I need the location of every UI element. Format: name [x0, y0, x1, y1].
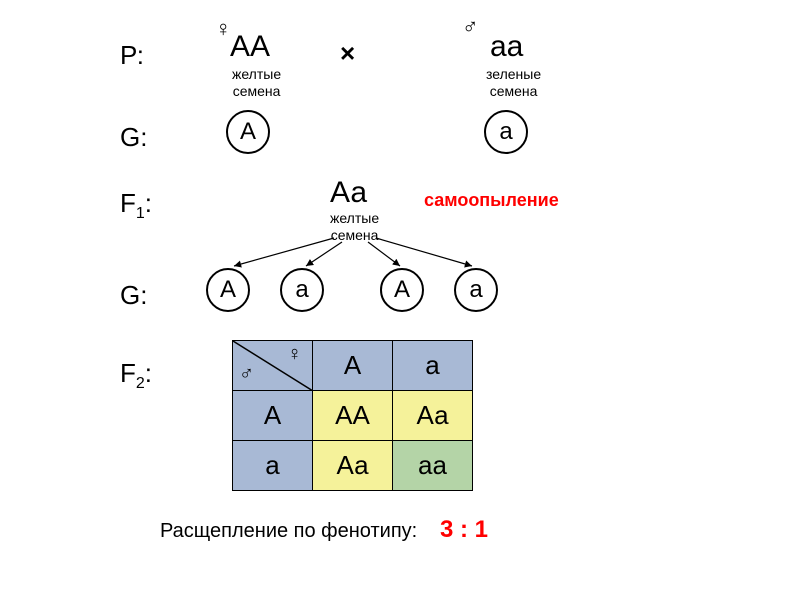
phenotype-ratio-value: 3 : 1: [440, 516, 488, 544]
f1-genotype: Аа: [330, 176, 367, 210]
punnett-row-header-1: а: [233, 441, 313, 491]
label-p: Р:: [120, 40, 144, 71]
phenotype-ratio-caption: Расщепление по фенотипу:: [160, 520, 417, 543]
f1-phenotype: желтыесемена: [330, 210, 379, 244]
gamete-f1-3: а: [454, 268, 498, 312]
label-f1: F1:: [120, 188, 152, 223]
parent-female-phenotype: желтыесемена: [232, 66, 281, 100]
punnett-cell-1-0: Аа: [313, 441, 393, 491]
punnett-col-header-0: А: [313, 341, 393, 391]
gamete-f1-0: А: [206, 268, 250, 312]
parent-male-phenotype: зеленыесемена: [486, 66, 541, 100]
parent-male-genotype: аа: [490, 30, 523, 64]
gamete-f1-2: А: [380, 268, 424, 312]
label-f2: F2:: [120, 358, 152, 393]
parent-female-genotype: АА: [230, 30, 270, 64]
punnett-cell-0-0: АА: [313, 391, 393, 441]
punnett-row-header-0: А: [233, 391, 313, 441]
punnett-corner: ♂ ♀: [233, 341, 313, 391]
gamete-p-right: а: [484, 110, 528, 154]
punnett-cell-1-1: аа: [393, 441, 473, 491]
punnett-col-header-1: а: [393, 341, 473, 391]
punnett-square: ♂ ♀ А а А АА Аа а Аа аа: [232, 340, 473, 491]
gamete-f1-1: а: [280, 268, 324, 312]
cross-symbol-icon: ×: [340, 38, 355, 69]
punnett-cell-0-1: Аа: [393, 391, 473, 441]
label-g1: G:: [120, 122, 147, 153]
male-symbol: ♂: [462, 14, 479, 40]
label-g2: G:: [120, 280, 147, 311]
punnett-male-icon: ♂: [239, 363, 254, 386]
punnett-female-icon: ♀: [287, 343, 302, 366]
gamete-p-left: А: [226, 110, 270, 154]
self-pollination-label: самоопыление: [424, 190, 559, 211]
